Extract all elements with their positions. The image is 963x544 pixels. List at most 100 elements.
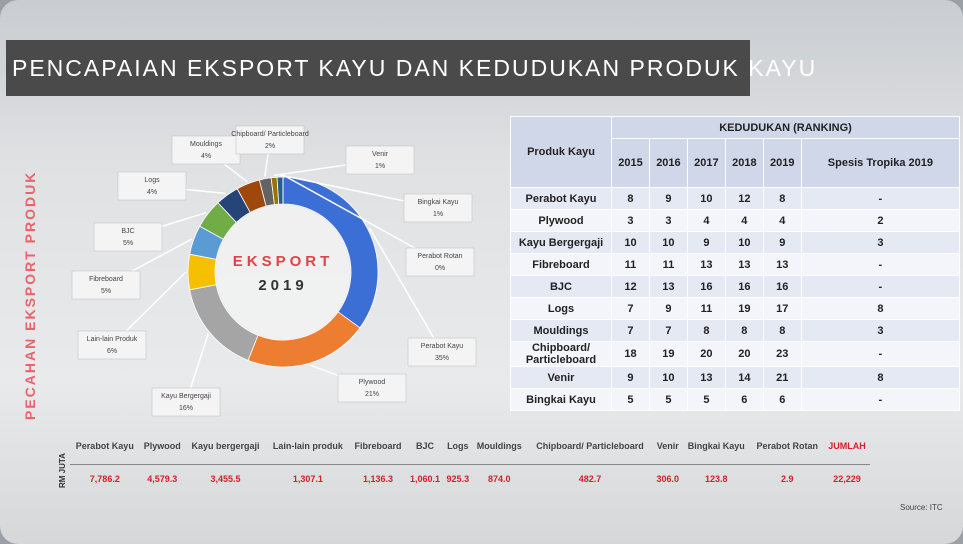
row-header: Venir: [511, 367, 612, 389]
center-year: 2019: [258, 277, 307, 294]
leader-line: [369, 228, 442, 352]
table-cell: 11: [612, 254, 650, 276]
value-cell: 22,229: [824, 465, 870, 494]
table-cell: 8: [612, 188, 650, 210]
table-cell: 7: [649, 320, 687, 342]
column-header: Bingkai Kayu: [682, 428, 750, 465]
table-cell: 12: [725, 188, 763, 210]
table-cell: -: [801, 188, 959, 210]
column-header: BJC: [406, 428, 443, 465]
table-cell: 4: [763, 210, 801, 232]
table-row: Kayu Bergergaji101091093: [511, 232, 960, 254]
table-cell: 9: [649, 298, 687, 320]
column-header: 2019: [763, 139, 801, 188]
row-header: Kayu Bergergaji: [511, 232, 612, 254]
table-cell: 17: [763, 298, 801, 320]
column-header: Chipboard/ Particleboard: [527, 428, 654, 465]
slice-value-label: 21%: [365, 391, 379, 398]
table-cell: 3: [801, 232, 959, 254]
slice-value-label: 4%: [201, 153, 211, 160]
table-cell: 9: [612, 367, 650, 389]
column-header: 2017: [687, 139, 725, 188]
column-header: Venir: [654, 428, 682, 465]
table-cell: 7: [612, 320, 650, 342]
table-cell: 19: [725, 298, 763, 320]
slice-value-label: 16%: [179, 405, 193, 412]
value-cell: 3,455.5: [185, 465, 266, 494]
slice-value-label: 5%: [101, 288, 111, 295]
table-cell: 10: [649, 232, 687, 254]
table-cell: 13: [725, 254, 763, 276]
slice-label: Logs: [144, 177, 160, 184]
table-cell: 13: [687, 367, 725, 389]
slice-label: Perabot Kayu: [421, 343, 464, 350]
table-cell: -: [801, 342, 959, 367]
table-cell: 6: [763, 389, 801, 411]
value-cell: 2.9: [750, 465, 824, 494]
column-header: Mouldings: [472, 428, 527, 465]
table-cell: 5: [649, 389, 687, 411]
table-body: Perabot Kayu8910128-Plywood334442Kayu Be…: [511, 188, 960, 411]
column-header: Spesis Tropika 2019: [801, 139, 959, 188]
table-cell: 20: [725, 342, 763, 367]
center-title: EKSPORT: [233, 253, 334, 270]
table-row: Mouldings778883: [511, 320, 960, 342]
column-header: Fibreboard: [350, 428, 407, 465]
table-cell: 3: [612, 210, 650, 232]
slice-label: BJC: [121, 228, 134, 235]
donut-hole: [216, 205, 350, 339]
slice-value-label: 1%: [375, 163, 385, 170]
table-cell: 12: [612, 276, 650, 298]
column-header: JUMLAH: [824, 428, 870, 465]
slice-value-label: 4%: [147, 189, 157, 196]
row-header: Logs: [511, 298, 612, 320]
value-cell: 306.0: [654, 465, 682, 494]
slice-value-label: 2%: [265, 143, 275, 150]
value-cell: 1,136.3: [350, 465, 407, 494]
slice-value-label: 6%: [107, 348, 117, 355]
column-header: Lain-lain produk: [266, 428, 350, 465]
table-cell: 9: [649, 188, 687, 210]
slice-label: Mouldings: [190, 141, 222, 148]
table-cell: 8: [801, 298, 959, 320]
column-header: 2018: [725, 139, 763, 188]
slice-value-label: 35%: [435, 355, 449, 362]
table-cell: 11: [687, 298, 725, 320]
table-cell: 21: [763, 367, 801, 389]
table-cell: 20: [687, 342, 725, 367]
table-cell: 16: [763, 276, 801, 298]
donut-slice: [188, 254, 216, 290]
table-cell: -: [801, 389, 959, 411]
table-row: Venir9101314218: [511, 367, 960, 389]
row-header: Fibreboard: [511, 254, 612, 276]
slice-label: Bingkai Kayu: [418, 199, 459, 206]
value-cell: 4,579.3: [140, 465, 185, 494]
slice-label: Plywood: [359, 379, 386, 386]
row-header: Bingkai Kayu: [511, 389, 612, 411]
column-header: Perabot Kayu: [70, 428, 140, 465]
value-cell: 7,786.2: [70, 465, 140, 494]
table-cell: 9: [687, 232, 725, 254]
row-header: Perabot Kayu: [511, 188, 612, 210]
table-cell: 2: [801, 210, 959, 232]
table-cell: 13: [687, 254, 725, 276]
table-cell: 8: [801, 367, 959, 389]
table-cell: 10: [725, 232, 763, 254]
table-cell: 10: [649, 367, 687, 389]
table-cell: 14: [725, 367, 763, 389]
table-cell: 3: [801, 320, 959, 342]
column-header: Plywood: [140, 428, 185, 465]
row-header: Mouldings: [511, 320, 612, 342]
row-header: Chipboard/ Particleboard: [511, 342, 612, 367]
table-cell: 9: [763, 232, 801, 254]
table-cell: 13: [649, 276, 687, 298]
